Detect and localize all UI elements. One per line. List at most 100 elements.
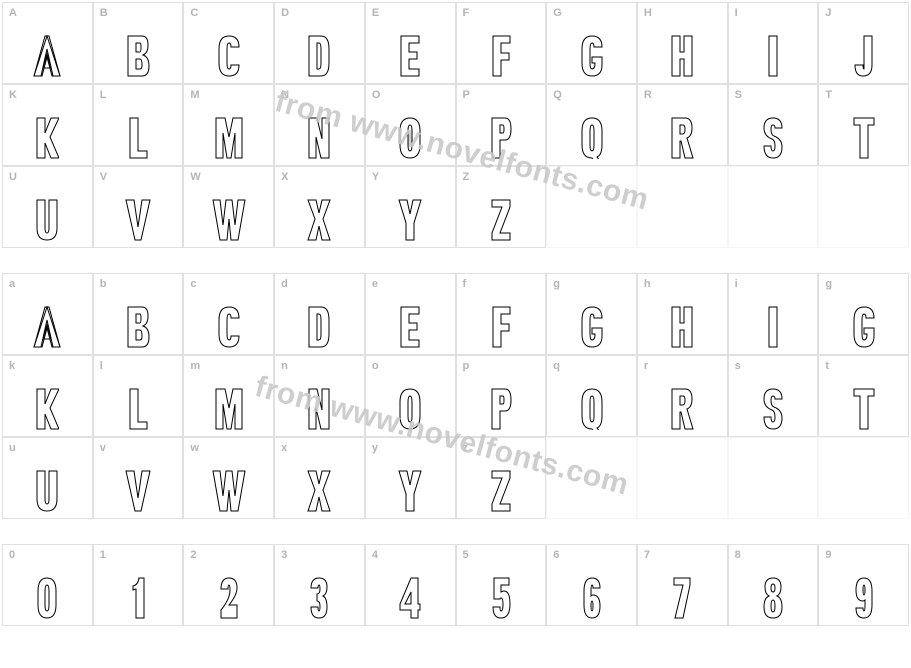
empty-cell: [546, 166, 637, 248]
cell-glyph: [670, 117, 694, 159]
cell-glyph: [35, 388, 59, 430]
cell-glyph: [307, 35, 331, 77]
cell-label: g: [825, 278, 832, 290]
glyph-cell: U: [2, 166, 93, 248]
glyph-cell: 2: [183, 544, 274, 626]
glyph-cell: e: [365, 273, 456, 355]
cell-label: R: [644, 89, 652, 101]
cell-glyph: [309, 577, 329, 619]
cell-glyph: [670, 306, 694, 348]
cell-label: Q: [553, 89, 562, 101]
cell-label: 5: [463, 549, 469, 561]
glyph-cell: A: [2, 2, 93, 84]
cell-label: C: [190, 7, 198, 19]
cell-glyph: [128, 117, 148, 159]
cell-label: E: [372, 7, 379, 19]
glyph-cell: q: [546, 355, 637, 437]
cell-label: T: [825, 89, 832, 101]
cell-glyph: [307, 388, 331, 430]
cell-label: D: [281, 7, 289, 19]
cell-glyph: [490, 199, 512, 241]
block-uppercase: ABCDEFGHIJKLMNOPQRSTUVWXYZ: [2, 2, 909, 248]
glyph-cell: 8: [728, 544, 819, 626]
cell-glyph: [35, 199, 59, 241]
glyph-cell: i: [728, 273, 819, 355]
glyph-cell: w: [183, 437, 274, 519]
cell-glyph: [399, 306, 421, 348]
glyph-cell: 6: [546, 544, 637, 626]
cell-label: k: [9, 360, 15, 372]
cell-glyph: [217, 306, 241, 348]
cell-glyph: [490, 388, 512, 430]
cell-label: 4: [372, 549, 378, 561]
cell-label: r: [644, 360, 648, 372]
cell-glyph: [126, 306, 150, 348]
cell-label: 9: [825, 549, 831, 561]
cell-label: Z: [463, 171, 470, 183]
cell-label: 2: [190, 549, 196, 561]
glyph-cell: S: [728, 84, 819, 166]
cell-glyph: [580, 35, 604, 77]
cell-label: 6: [553, 549, 559, 561]
glyph-cell: y: [365, 437, 456, 519]
row: ABCDEFGHIJ: [2, 2, 909, 84]
row: 0123456789: [2, 544, 909, 626]
cell-glyph: [853, 117, 875, 159]
empty-cell: [546, 437, 637, 519]
cell-glyph: [214, 388, 244, 430]
glyph-cell: k: [2, 355, 93, 437]
cell-label: G: [553, 7, 562, 19]
glyph-cell: x: [274, 437, 365, 519]
glyph-cell: n: [274, 355, 365, 437]
glyph-cell: 9: [818, 544, 909, 626]
cell-glyph: [128, 388, 148, 430]
cell-label: 0: [9, 549, 15, 561]
cell-glyph: [491, 306, 511, 348]
glyph-cell: Q: [546, 84, 637, 166]
cell-glyph: [580, 306, 604, 348]
cell-label: W: [190, 171, 200, 183]
cell-label: 8: [735, 549, 741, 561]
glyph-cell: a: [2, 273, 93, 355]
glyph-cell: P: [456, 84, 547, 166]
cell-glyph: [214, 117, 244, 159]
cell-glyph: [307, 199, 331, 241]
glyph-cell: h: [637, 273, 728, 355]
glyph-cell: v: [93, 437, 184, 519]
empty-cell: [818, 166, 909, 248]
glyph-cell: I: [728, 2, 819, 84]
cell-glyph: [36, 577, 58, 619]
row: UVWXYZ: [2, 166, 909, 248]
cell-label: t: [825, 360, 829, 372]
glyph-cell: W: [183, 166, 274, 248]
glyph-cell: p: [456, 355, 547, 437]
cell-label: e: [372, 278, 378, 290]
cell-label: K: [9, 89, 17, 101]
cell-glyph: [307, 306, 331, 348]
glyph-cell: l: [93, 355, 184, 437]
cell-glyph: [580, 117, 604, 159]
glyph-cell: K: [2, 84, 93, 166]
cell-glyph: [582, 577, 602, 619]
glyph-cell: M: [183, 84, 274, 166]
cell-label: f: [463, 278, 467, 290]
empty-cell: [637, 437, 728, 519]
cell-glyph: [125, 199, 151, 241]
cell-glyph: [672, 577, 692, 619]
cell-label: i: [735, 278, 738, 290]
glyph-cell: L: [93, 84, 184, 166]
cell-label: v: [100, 442, 106, 454]
cell-label: V: [100, 171, 107, 183]
cell-glyph: [670, 35, 694, 77]
cell-glyph: [126, 35, 150, 77]
cell-label: I: [735, 7, 738, 19]
cell-label: d: [281, 278, 288, 290]
cell-glyph: [580, 388, 604, 430]
cell-label: m: [190, 360, 200, 372]
cell-glyph: [219, 577, 239, 619]
cell-label: z: [463, 442, 469, 454]
cell-label: q: [553, 360, 560, 372]
cell-glyph: [212, 470, 246, 512]
cell-glyph: [762, 117, 784, 159]
cell-label: X: [281, 171, 288, 183]
